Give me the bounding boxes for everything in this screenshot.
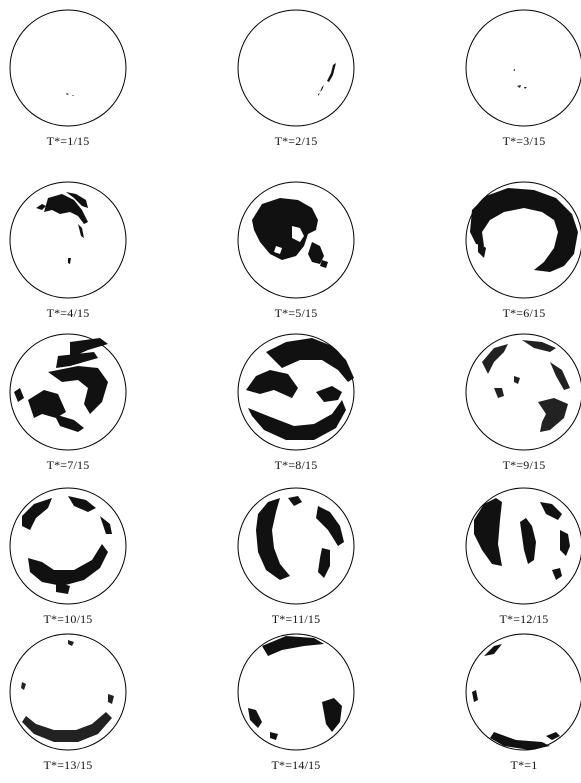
panel-9: T*=9/15 bbox=[444, 332, 581, 482]
pattern bbox=[474, 498, 570, 580]
pattern bbox=[318, 63, 336, 96]
panel-13: T*=13/15 bbox=[0, 632, 148, 782]
panel-label: T*=4/15 bbox=[46, 306, 90, 320]
pattern bbox=[66, 93, 74, 96]
pattern bbox=[21, 640, 114, 742]
disk-outline bbox=[237, 487, 355, 605]
panel-4: T*=4/15 bbox=[0, 180, 148, 330]
panel-2: T*=2/15 bbox=[216, 8, 376, 158]
disk-outline bbox=[9, 333, 127, 451]
panel-label: T*=13/15 bbox=[43, 758, 93, 772]
panel-label: T*=2/15 bbox=[274, 134, 318, 148]
disk-outline bbox=[465, 333, 581, 451]
panel-label: T*=6/15 bbox=[502, 306, 546, 320]
panel-label: T*=14/15 bbox=[271, 758, 321, 772]
disk-9 bbox=[465, 333, 581, 451]
panel-label: T*=11/15 bbox=[271, 612, 321, 626]
panel-10: T*=10/15 bbox=[0, 486, 148, 636]
panel-label: T*=10/15 bbox=[43, 612, 93, 626]
panel-label: T*=5/15 bbox=[274, 306, 318, 320]
panel-8: T*=8/15 bbox=[216, 332, 376, 482]
panel-15: T*=1 bbox=[444, 632, 581, 782]
panel-14: T*=14/15 bbox=[216, 632, 376, 782]
disk-3 bbox=[465, 9, 581, 127]
panel-6: T*=6/15 bbox=[444, 180, 581, 330]
panel-11: T*=11/15 bbox=[216, 486, 376, 636]
pattern bbox=[14, 338, 108, 432]
panel-label: T*=8/15 bbox=[274, 458, 318, 472]
disk-7 bbox=[9, 333, 127, 451]
disk-2 bbox=[237, 9, 355, 127]
panel-1: T*=1/15 bbox=[0, 8, 148, 158]
disk-8 bbox=[237, 333, 355, 451]
panel-12: T*=12/15 bbox=[444, 486, 581, 636]
pattern bbox=[246, 338, 354, 440]
disk-outline bbox=[465, 633, 581, 751]
pattern bbox=[256, 496, 344, 580]
panel-label: T*=3/15 bbox=[502, 134, 546, 148]
panel-label: T*=1 bbox=[510, 758, 538, 772]
pattern bbox=[472, 644, 560, 750]
pattern bbox=[252, 198, 328, 268]
pattern bbox=[36, 192, 88, 264]
disk-6 bbox=[465, 181, 581, 299]
disk-15 bbox=[465, 633, 581, 751]
pattern bbox=[470, 188, 578, 272]
panel-label: T*=7/15 bbox=[46, 458, 90, 472]
panel-label: T*=12/15 bbox=[499, 612, 549, 626]
pattern bbox=[482, 340, 570, 432]
disk-5 bbox=[237, 181, 355, 299]
disk-11 bbox=[237, 487, 355, 605]
panel-5: T*=5/15 bbox=[216, 180, 376, 330]
disk-13 bbox=[9, 633, 127, 751]
disk-12 bbox=[465, 487, 581, 605]
disk-4 bbox=[9, 181, 127, 299]
disk-14 bbox=[237, 633, 355, 751]
disk-10 bbox=[9, 487, 127, 605]
panel-7: T*=7/15 bbox=[0, 332, 148, 482]
disk-1 bbox=[9, 9, 127, 127]
disk-outline bbox=[465, 9, 581, 127]
panel-label: T*=9/15 bbox=[502, 458, 546, 472]
disk-outline bbox=[9, 9, 127, 127]
disk-outline bbox=[237, 9, 355, 127]
panel-3: T*=3/15 bbox=[444, 8, 581, 158]
pattern bbox=[248, 636, 342, 740]
panel-label: T*=1/15 bbox=[46, 134, 90, 148]
pattern bbox=[22, 496, 112, 594]
disk-outline bbox=[237, 633, 355, 751]
disk-outline bbox=[9, 181, 127, 299]
pattern bbox=[513, 69, 527, 89]
